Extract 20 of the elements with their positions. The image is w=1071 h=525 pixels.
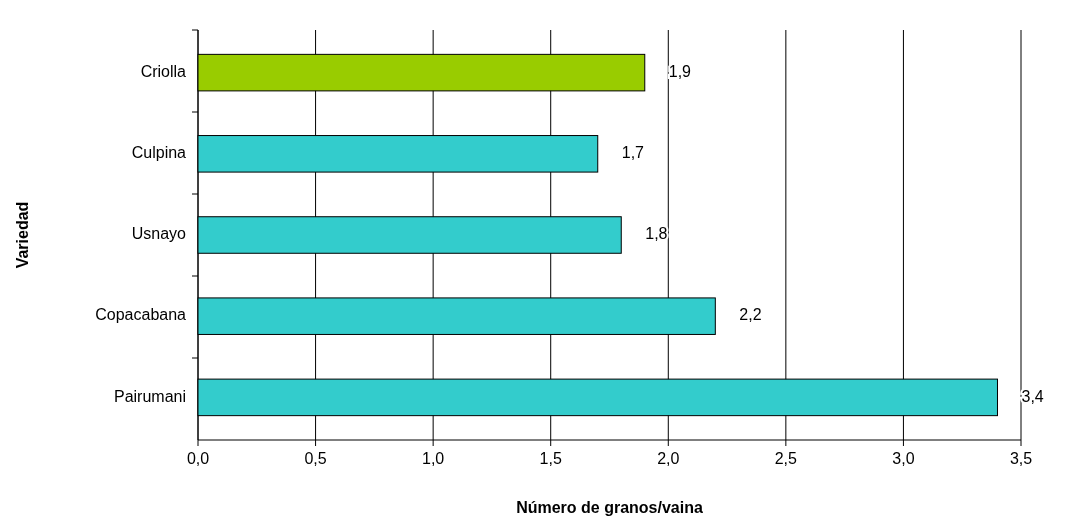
- y-axis-title: Variedad: [14, 201, 31, 269]
- x-tick-label: 2,0: [657, 450, 680, 467]
- y-tick-label: Usnayo: [131, 225, 187, 243]
- x-tick-label: 2,5: [774, 450, 798, 467]
- y-tick-label: Copacabana: [95, 306, 187, 324]
- data-label: 1,8: [645, 225, 668, 243]
- x-tick-label: 1,0: [422, 450, 445, 467]
- y-tick-label: Culpina: [131, 144, 187, 162]
- x-tick-label: 3,5: [1009, 450, 1033, 467]
- data-label: 3,4: [1021, 387, 1044, 405]
- data-label: 1,9: [668, 62, 692, 80]
- data-label: 1,7: [621, 144, 645, 162]
- data-label: 2,2: [739, 306, 762, 324]
- y-tick-label: Criolla: [140, 62, 187, 80]
- x-tick-label: 1,5: [539, 450, 562, 467]
- x-tick-label: 0,5: [304, 450, 327, 467]
- x-tick-label: 0,0: [186, 450, 210, 467]
- y-tick-label: Pairumani: [113, 387, 186, 405]
- x-axis-title: Número de granos/vaina: [516, 499, 703, 516]
- x-tick-label: 3,0: [892, 450, 915, 467]
